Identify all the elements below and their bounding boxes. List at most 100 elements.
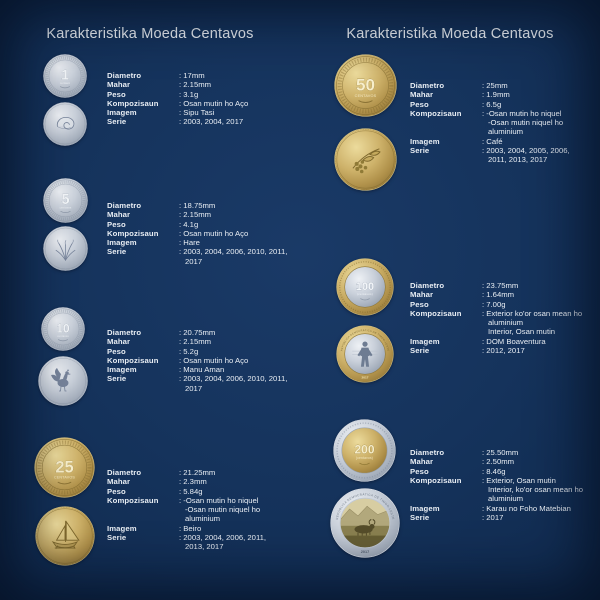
- coin-50-centavos-obverse: 50 CENTAVOS: [334, 54, 397, 117]
- boat-glyph-icon: [58, 339, 68, 342]
- coin-50-centavos-reverse: [334, 128, 397, 191]
- mint-year-text: 2017: [361, 550, 369, 554]
- spec-value: : 2.15mm: [179, 80, 212, 90]
- boat-glyph-icon: [60, 86, 70, 89]
- unit-text: centavos: [60, 206, 72, 210]
- spec-label: Mahar: [107, 80, 131, 90]
- spec-row: Diametro: 18.75mm: [107, 201, 311, 210]
- spec-label: Serie: [107, 247, 127, 257]
- spec-label: Diametro: [410, 281, 445, 290]
- spec-value: : 2003, 2004, 2006, 2011, 2013, 2017: [179, 533, 267, 552]
- statesman-figure-icon: [352, 341, 378, 367]
- spec-label: Kompozisaun: [107, 98, 159, 108]
- unit-text: (centavos): [356, 456, 373, 460]
- coin-25-centavos-obverse: 25 CENTAVOS: [34, 437, 95, 498]
- spec-label: Diametro: [107, 328, 142, 337]
- spec-value: : Osan mutin ho Aço: [179, 228, 249, 238]
- spec-value: : 1.64mm: [482, 290, 515, 300]
- coin-100-centavos-reverse: REPÚBLICA DEMOCRÁTICA DE TIMOR-LESTE 2017: [336, 325, 394, 383]
- spec-row: Peso : 8.46g: [410, 467, 600, 476]
- spec-value: : Osan mutin ho Aço: [179, 355, 249, 365]
- spec-label: Kompozisaun: [410, 308, 462, 318]
- spec-value: : -Osan mutin ho niquel -Osan mutin niqu…: [482, 108, 564, 137]
- spec-value: : Sipu Tasi: [179, 108, 215, 118]
- spec-label: Imagem: [410, 336, 440, 346]
- unit-text: centavos: [57, 334, 69, 338]
- spec-label: Serie: [107, 533, 127, 543]
- spec-label: Diametro: [410, 81, 445, 90]
- denomination-text: 25: [55, 458, 73, 476]
- spec-row: Kompozisaun: -Osan mutin ho niquel -Osan…: [107, 496, 311, 524]
- spec-label: Imagem: [107, 365, 137, 375]
- nautilus-shell-icon: [56, 117, 75, 130]
- spec-label: Kompozisaun: [410, 108, 462, 118]
- mint-year-text: 2017: [362, 376, 369, 380]
- coin-25-centavos-reverse: [35, 506, 95, 566]
- coin-face-art: 100(centavos): [336, 258, 394, 316]
- spec-value: : 8.46g: [482, 466, 506, 476]
- boat-glyph-icon: [359, 462, 370, 466]
- spec-label: Peso: [410, 299, 429, 309]
- spec-label: Serie: [107, 117, 127, 127]
- spec-row: Kompozisaun : -Osan mutin ho niquel -Osan…: [410, 109, 600, 137]
- spec-label: Serie: [410, 513, 430, 523]
- spec-row: Kompozisaun: Exterior ko'or osan mean ho…: [410, 309, 600, 337]
- denomination-text: 50: [356, 76, 375, 95]
- spec-value: : 2003, 2004, 2017: [179, 117, 244, 127]
- spec-row: Imagem: Hare: [107, 238, 311, 247]
- spec-row: Serie: 2003, 2004, 2005, 2006, 2011, 201…: [410, 146, 600, 165]
- coin-10-centavos-obverse: 10 centavos: [41, 307, 85, 351]
- spec-value: : DOM Boaventura: [482, 336, 546, 346]
- spec-label: Mahar: [410, 90, 434, 100]
- spec-row: Kompozisaun: Osan mutin ho Aço: [107, 99, 311, 108]
- spec-label: Peso: [410, 466, 429, 476]
- spec-value: : 2003, 2004, 2006, 2010, 2011, 2017: [179, 247, 288, 266]
- spec-label: Diametro: [107, 468, 142, 477]
- spec-label: Peso: [107, 89, 126, 99]
- spec-row: Peso: 4.1g: [107, 220, 311, 229]
- spec-value: : 3.1g: [179, 89, 199, 99]
- spec-value: : Manu Aman: [179, 365, 225, 375]
- spec-value: : 7.00g: [482, 299, 506, 309]
- coin-5-centavos-reverse: [43, 226, 88, 271]
- spec-label: Imagem: [107, 238, 137, 248]
- spec-value: : 2.3mm: [179, 477, 207, 487]
- spec-row: Mahar: 2.3mm: [107, 477, 311, 486]
- spec-label: Peso: [107, 486, 126, 496]
- coin-1-centavos-obverse: 1 centavo: [43, 54, 87, 98]
- spec-row: Diametro: 23.75mm: [410, 281, 600, 290]
- spec-label: Serie: [410, 146, 430, 156]
- spec-row: Peso: 6.5g: [410, 100, 600, 109]
- spec-row: Imagem : DOM Boaventura: [410, 337, 600, 346]
- boat-glyph-icon: [360, 298, 370, 301]
- spec-row: Diametro: 25mm: [410, 81, 600, 90]
- spec-table-25-centavos: Diametro: 21.25mm Mahar: 2.3mm Peso: 5.84g…: [107, 468, 311, 552]
- coin-face-art: [35, 506, 95, 566]
- coin-5-centavos-obverse: 5 centavos: [43, 178, 88, 223]
- denomination-text: 1: [61, 67, 69, 83]
- spec-value: : 2012, 2017: [482, 346, 525, 356]
- spec-label: Imagem: [107, 108, 137, 118]
- spec-label: Peso: [107, 219, 126, 229]
- spec-row: Peso : 3.1g: [107, 90, 311, 99]
- coin-200-centavos-obverse: 200 (centavos): [333, 419, 396, 482]
- coin-face-art: [43, 226, 88, 271]
- page-title-left: Karakteristika Moeda Centavos: [46, 26, 254, 42]
- coin-face-art: [43, 102, 87, 146]
- spec-label: Mahar: [107, 210, 131, 220]
- spec-row: Kompozisaun: Osan mutin ho Aço: [107, 356, 311, 365]
- sailboat-icon: [51, 520, 80, 549]
- spec-table-5-centavos: Diametro: 18.75mm Mahar: 2.15mm Peso: 4.1g…: [107, 201, 311, 266]
- spec-value: : 2017: [482, 513, 504, 523]
- coin-1-centavos-reverse: [43, 102, 87, 146]
- spec-label: Diametro: [107, 71, 142, 80]
- spec-row: Peso: 5.2g: [107, 347, 311, 356]
- spec-row: Serie : 2003, 2004, 2006, 2011, 2013, 201…: [107, 533, 311, 552]
- spec-table-200-centavos: Diametro: 25.50mm Mahar: 2.50mm Peso: 8.46…: [410, 448, 600, 522]
- coin-100-centavos-obverse: 100 (centavos): [336, 258, 394, 316]
- spec-value: : 5.2g: [179, 346, 199, 356]
